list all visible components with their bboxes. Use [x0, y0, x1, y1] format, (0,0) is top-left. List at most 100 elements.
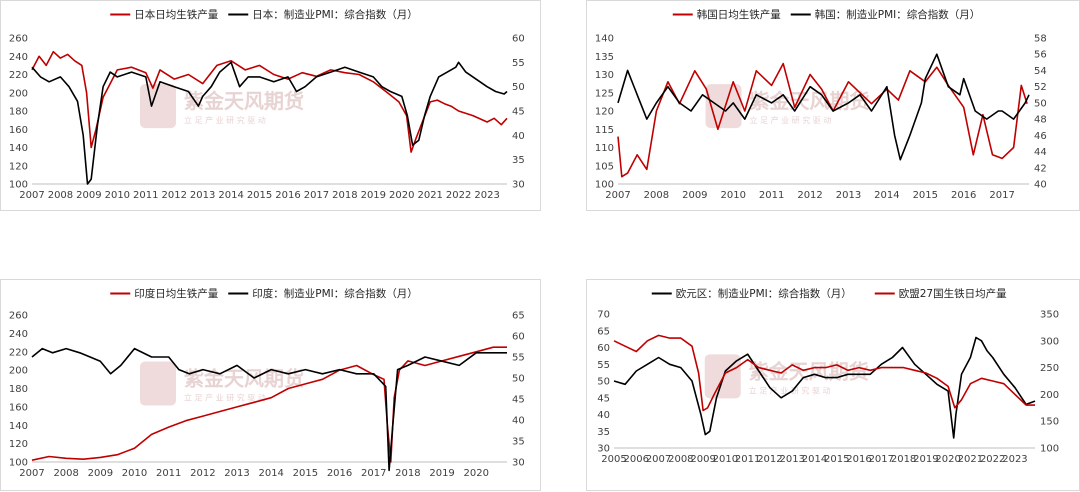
x-axis-tick-label: 2017: [869, 454, 894, 465]
x-axis-tick-label: 2009: [76, 190, 101, 201]
left-axis-tick-label: 125: [595, 88, 614, 99]
left-axis-tick-label: 120: [9, 161, 28, 172]
legend-label: 韩国日均生铁产量: [697, 8, 781, 21]
watermark-slogan: 立 足 产 业 研 究 驱 动: [184, 115, 266, 125]
right-axis-tick-label: 60: [512, 332, 525, 343]
right-axis-tick-label: 35: [512, 155, 525, 166]
left-axis-tick-label: 100: [595, 180, 614, 191]
series-line-pig-iron: [31, 346, 507, 463]
right-axis-tick-label: 46: [1034, 131, 1047, 142]
x-axis-tick-label: 2019: [361, 190, 386, 201]
left-axis-tick-label: 60: [597, 343, 610, 354]
left-axis-tick-label: 200: [9, 88, 28, 99]
x-axis-tick-label: 2007: [19, 468, 44, 479]
right-axis-tick-label: 44: [1034, 147, 1047, 158]
x-axis-tick-label: 2015: [913, 190, 938, 201]
chart-panel-india: 紫金天风期货立 足 产 业 研 究 驱 动 100 120 140 160 180 200 2…: [0, 279, 541, 491]
x-axis-tick-label: 2007: [605, 190, 630, 201]
left-axis-tick-label: 40: [597, 410, 610, 421]
series-line-pig-iron: [31, 50, 508, 153]
chart-panel-japan: 紫金天风期货立 足 产 业 研 究 驱 动 100 120 140 160 180 200 2…: [0, 0, 541, 211]
x-axis-tick-label: 2018: [395, 468, 420, 479]
x-axis-tick-label: 2014: [258, 468, 283, 479]
left-axis-tick-label: 105: [595, 161, 614, 172]
right-axis-tick-label: 58: [1034, 34, 1047, 45]
left-axis-tick-label: 140: [595, 34, 614, 45]
left-axis-tick-label: 180: [9, 107, 28, 118]
right-axis-tick-label: 45: [512, 107, 525, 118]
left-axis-tick-label: 100: [9, 458, 28, 469]
left-axis-tick-label: 120: [595, 107, 614, 118]
left-axis-tick-label: 35: [597, 427, 610, 438]
right-axis-tick-label: 100: [1040, 444, 1059, 455]
left-axis-tick-label: 160: [9, 402, 28, 413]
left-axis-tick-label: 65: [597, 326, 610, 337]
x-axis-tick-label: 2023: [1002, 454, 1027, 465]
watermark-logo-icon: [140, 84, 176, 129]
right-axis-tick-label: 54: [1034, 66, 1047, 77]
x-axis-tick-label: 2012: [797, 190, 822, 201]
left-axis-tick-label: 240: [9, 52, 28, 63]
x-axis-tick-label: 2008: [644, 190, 669, 201]
series-line-pmi: [31, 61, 508, 185]
right-axis-tick-label: 40: [512, 131, 525, 142]
legend-label: 日本：制造业PMI：综合指数（月）: [252, 8, 418, 21]
watermark-slogan: 立 足 产 业 研 究 驱 动: [749, 385, 831, 395]
right-axis-tick-label: 42: [1034, 163, 1047, 174]
legend: 韩国日均生铁产量 韩国：制造业PMI：综合指数（月）: [672, 8, 980, 21]
x-axis-tick-label: 2011: [759, 190, 784, 201]
x-axis-tick-label: 2019: [913, 454, 938, 465]
right-axis-tick-label: 48: [1034, 115, 1047, 126]
right-axis-tick-label: 250: [1040, 363, 1059, 374]
x-axis-tick-label: 2020: [389, 190, 414, 201]
x-axis-tick-label: 2017: [989, 190, 1014, 201]
x-axis-tick-label: 2012: [190, 468, 215, 479]
watermark-name: 紫金天风期货: [749, 359, 869, 383]
watermark-slogan: 立 足 产 业 研 究 驱 动: [750, 115, 832, 125]
x-axis-tick-label: 2005: [601, 454, 626, 465]
x-axis-tick-label: 2016: [275, 190, 300, 201]
right-axis-tick-label: 30: [512, 458, 525, 469]
right-axis-tick-label: 55: [512, 58, 525, 69]
x-axis-tick-label: 2014: [874, 190, 899, 201]
series-line-pmi: [617, 53, 1030, 161]
x-axis-tick-label: 2009: [682, 190, 707, 201]
x-axis-tick-label: 2017: [361, 468, 386, 479]
watermark-logo-icon: [140, 361, 176, 406]
x-axis-tick-label: 2015: [293, 468, 318, 479]
right-axis-tick-label: 45: [512, 395, 525, 406]
x-axis-tick-label: 2011: [133, 190, 158, 201]
x-axis-tick-label: 2007: [646, 454, 671, 465]
x-axis-tick-label: 2017: [304, 190, 329, 201]
chart-panel-korea: 紫金天风期货立 足 产 业 研 究 驱 动 100 105 110 115 120 125 1…: [586, 0, 1080, 211]
left-axis-tick-label: 140: [9, 421, 28, 432]
legend-label: 日本日均生铁产量: [134, 8, 218, 21]
left-axis-tick-label: 130: [595, 70, 614, 81]
left-axis-tick-label: 100: [9, 180, 28, 191]
x-axis-tick-label: 2014: [802, 454, 827, 465]
x-axis-tick-label: 2006: [624, 454, 649, 465]
legend-label: 欧元区：制造业PMI：综合指数（月）: [676, 287, 852, 300]
right-axis-tick-label: 35: [512, 437, 525, 448]
left-axis-tick-label: 120: [9, 439, 28, 450]
left-axis-tick-label: 160: [9, 125, 28, 136]
x-axis-tick-label: 2013: [190, 190, 215, 201]
left-axis-tick-label: 260: [9, 34, 28, 45]
left-axis-tick-label: 70: [597, 310, 610, 321]
x-axis-tick-label: 2012: [757, 454, 782, 465]
x-axis-tick-label: 2010: [721, 190, 746, 201]
left-axis-tick-label: 50: [597, 377, 610, 388]
right-axis-tick-label: 40: [512, 416, 525, 427]
left-axis-tick-label: 200: [9, 366, 28, 377]
x-axis-tick-label: 2016: [327, 468, 352, 479]
legend-label: 印度：制造业PMI：综合指数（月）: [252, 287, 418, 300]
x-axis-tick-label: 2010: [713, 454, 738, 465]
x-axis-tick-label: 2012: [161, 190, 186, 201]
x-axis-tick-label: 2018: [332, 190, 357, 201]
left-axis-tick-label: 115: [595, 125, 614, 136]
